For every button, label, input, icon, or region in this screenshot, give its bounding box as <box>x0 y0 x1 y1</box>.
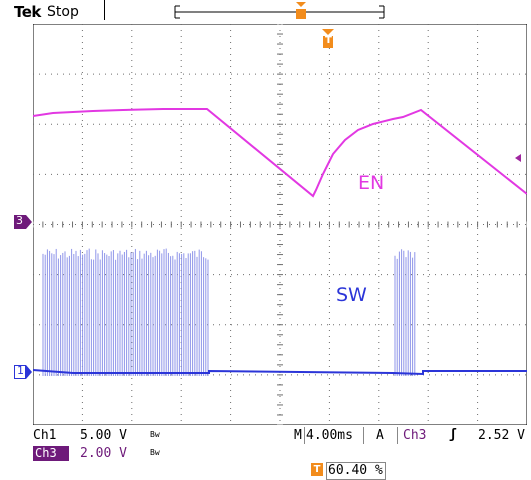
en-label: EN <box>358 172 385 194</box>
ch3-en-waveform <box>33 108 527 198</box>
trigger-position-marker[interactable]: T <box>322 29 334 48</box>
record-view-bar <box>174 2 385 19</box>
ch3-scale: 2.00 V <box>80 446 127 461</box>
ch3-ground-marker[interactable]: 3 <box>14 214 32 229</box>
ch3-label: Ch3 <box>33 446 69 461</box>
ch3-bw-icon: Bw <box>150 448 160 457</box>
brand-logo: Tek <box>14 3 41 21</box>
ch1-ground-marker[interactable]: 1 <box>14 364 32 379</box>
waveform-graticule <box>33 24 527 425</box>
trigger-slope-icon: ʃ <box>449 427 457 442</box>
trigger-source: Ch3 <box>403 428 427 443</box>
ch1-bw-icon: Bw <box>150 430 160 439</box>
ch1-label: Ch1 <box>33 428 57 443</box>
trigger-box <box>397 427 528 444</box>
trigger-position-value: 60.40 % <box>328 463 383 478</box>
ch1-sw-baseline <box>33 369 527 376</box>
ch1-scale: 5.00 V <box>80 428 127 443</box>
center-ticks <box>33 24 527 425</box>
ch1-sw-burst-2 <box>394 249 416 376</box>
top-bar: Tek Stop <box>0 0 531 24</box>
trigger-level: 2.52 V <box>478 428 525 443</box>
acquisition-mode: A <box>376 428 384 443</box>
timebase-label: M <box>294 428 302 443</box>
record-trigger-marker <box>296 2 306 19</box>
acquisition-status: Stop <box>47 4 79 20</box>
timebase-box <box>304 427 364 444</box>
status-separator <box>104 0 105 20</box>
sw-label: SW <box>336 284 367 306</box>
ch1-sw-burst <box>42 248 209 376</box>
trigger-position-icon: T <box>311 463 323 476</box>
ch3-offscreen-marker <box>515 154 521 162</box>
timebase-scale: 4.00ms <box>306 428 353 443</box>
